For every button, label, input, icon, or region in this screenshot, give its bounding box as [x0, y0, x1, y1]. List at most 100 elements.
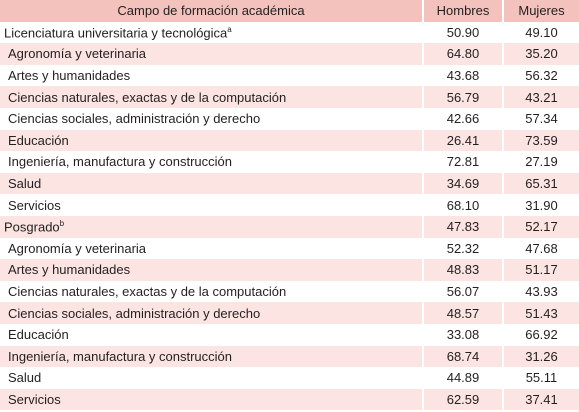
row-label-cell: Agronomía y veterinaria: [0, 43, 423, 65]
table-row: Ingeniería, manufactura y construcción 72…: [0, 151, 579, 173]
row-label-cell: Educación: [0, 324, 423, 346]
table-row: Educación 26.41 73.59: [0, 129, 579, 152]
row-label-cell: Ingeniería, manufactura y construcción: [0, 151, 423, 173]
value-cell: 33.08: [422, 323, 503, 346]
value-cell: 48.83: [422, 259, 503, 281]
value-cell: 31.90: [502, 194, 579, 216]
value-cell: 56.07: [422, 280, 503, 303]
value-cell: 27.19: [502, 151, 579, 173]
row-label-cell: Ciencias sociales, administración y dere…: [0, 302, 423, 324]
table-row: Posgradob 47.83 52.17: [0, 215, 579, 238]
table-row: Agronomía y veterinaria 52.32 47.68: [0, 237, 579, 260]
row-label: Agronomía y veterinaria: [8, 46, 147, 62]
table-head: Campo de formación académica Hombres Mujer…: [0, 0, 579, 22]
value-cell: 34.69: [422, 172, 503, 195]
value-cell: 73.59: [502, 129, 579, 152]
table-row: Agronomía y veterinaria 64.80 35.20: [0, 43, 579, 65]
row-label-cell: Posgradob: [0, 215, 423, 238]
row-label: Artes y humanidades: [8, 262, 131, 278]
value-cell: 68.10: [422, 194, 503, 216]
value-cell: 42.66: [422, 107, 503, 130]
table-row: Artes y humanidades 43.68 56.32: [0, 64, 579, 87]
row-label-cell: Servicios: [0, 194, 423, 216]
row-label: Ingeniería, manufactura y construcción: [8, 154, 233, 170]
table-row: Salud 34.69 65.31: [0, 172, 579, 195]
row-label-cell: Ciencias naturales, exactas y de la comp…: [0, 86, 423, 108]
header-row: Campo de formación académica Hombres Mujer…: [0, 0, 579, 22]
row-label: Salud: [8, 176, 42, 192]
value-cell: 43.21: [502, 86, 579, 108]
row-label: Salud: [8, 370, 42, 386]
row-label: Ciencias naturales, exactas y de la comp…: [8, 284, 287, 300]
value-cell: 35.20: [502, 43, 579, 65]
value-cell: 65.31: [502, 172, 579, 195]
row-label-cell: Servicios: [0, 388, 423, 411]
row-label-cell: Agronomía y veterinaria: [0, 238, 423, 260]
value-cell: 43.93: [502, 280, 579, 303]
footnote-mark: a: [227, 24, 232, 34]
table-row: Ciencias naturales, exactas y de la comp…: [0, 86, 579, 108]
row-label-cell: Ciencias naturales, exactas y de la comp…: [0, 281, 423, 303]
row-label-cell: Licenciatura universitaria y tecnológica…: [0, 22, 423, 44]
value-cell: 49.10: [502, 21, 579, 44]
row-label-cell: Ciencias sociales, administración y dere…: [0, 108, 423, 130]
value-cell: 62.59: [422, 388, 503, 411]
row-label: Agronomía y veterinaria: [8, 240, 147, 256]
header-cell: Hombres: [422, 0, 503, 22]
table-body: Licenciatura universitaria y tecnológica…: [0, 21, 579, 411]
value-cell: 68.74: [422, 345, 503, 368]
table-row: Ciencias naturales, exactas y de la comp…: [0, 280, 579, 303]
row-label: Educación: [8, 327, 69, 343]
value-cell: 31.26: [502, 345, 579, 368]
value-cell: 51.17: [502, 259, 579, 281]
value-cell: 64.80: [422, 43, 503, 65]
row-label-cell: Artes y humanidades: [0, 65, 423, 87]
value-cell: 52.32: [422, 237, 503, 260]
value-cell: 72.81: [422, 151, 503, 173]
table-row: Ciencias sociales, administración y dere…: [0, 107, 579, 130]
value-cell: 52.17: [502, 215, 579, 238]
row-label: Licenciatura universitaria y tecnológica: [4, 25, 228, 41]
row-label: Servicios: [8, 197, 61, 213]
row-label-cell: Salud: [0, 367, 423, 389]
row-label-cell: Salud: [0, 172, 423, 195]
table-row: Servicios 62.59 37.41: [0, 388, 579, 411]
row-label: Ciencias naturales, exactas y de la comp…: [8, 89, 287, 105]
table-row: Licenciatura universitaria y tecnológica…: [0, 21, 579, 44]
table-row: Servicios 68.10 31.90: [0, 194, 579, 216]
row-label: Ciencias sociales, administración y dere…: [8, 111, 261, 127]
value-cell: 26.41: [422, 129, 503, 152]
value-cell: 56.32: [502, 64, 579, 87]
row-label: Servicios: [8, 391, 61, 407]
value-cell: 44.89: [422, 367, 503, 389]
row-label: Educación: [8, 132, 69, 148]
value-cell: 47.68: [502, 237, 579, 260]
value-cell: 57.34: [502, 107, 579, 130]
value-cell: 47.83: [422, 215, 503, 238]
value-cell: 43.68: [422, 64, 503, 87]
table-row: Salud 44.89 55.11: [0, 367, 579, 389]
value-cell: 55.11: [502, 367, 579, 389]
row-label: Ingeniería, manufactura y construcción: [8, 348, 233, 364]
value-cell: 37.41: [502, 388, 579, 411]
table-row: Ingeniería, manufactura y construcción 68…: [0, 345, 579, 368]
value-cell: 48.57: [422, 302, 503, 324]
value-cell: 66.92: [502, 323, 579, 346]
row-label: Posgrado: [4, 219, 60, 235]
value-cell: 56.79: [422, 86, 503, 108]
row-label: Ciencias sociales, administración y dere…: [8, 305, 261, 321]
footnote-mark: b: [59, 219, 65, 229]
table-row: Educación 33.08 66.92: [0, 323, 579, 346]
header-cell: Campo de formación académica: [0, 0, 423, 22]
table-row: Artes y humanidades 48.83 51.17: [0, 259, 579, 281]
value-cell: 51.43: [502, 302, 579, 324]
header-cell: Mujeres: [502, 0, 579, 22]
value-cell: 50.90: [422, 21, 503, 44]
row-label: Artes y humanidades: [8, 68, 131, 84]
table-row: Ciencias sociales, administración y dere…: [0, 302, 579, 324]
row-label-cell: Artes y humanidades: [0, 259, 423, 281]
row-label-cell: Ingeniería, manufactura y construcción: [0, 345, 423, 368]
row-label-cell: Educación: [0, 129, 423, 152]
